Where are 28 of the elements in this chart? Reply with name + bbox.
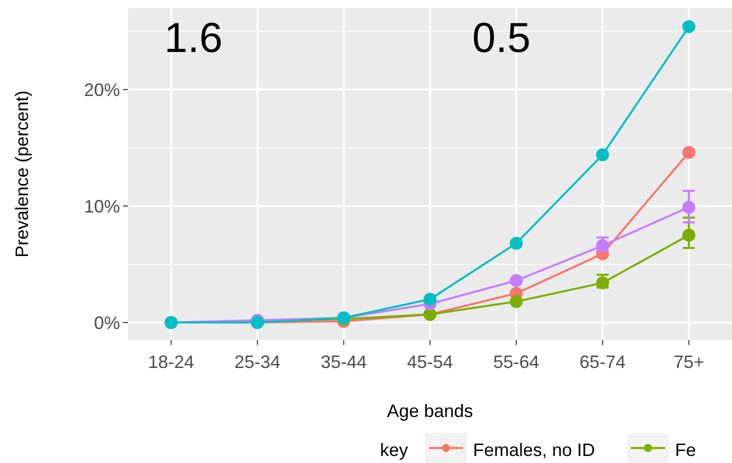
point: [510, 274, 523, 288]
point: [682, 228, 696, 242]
point: [424, 292, 436, 306]
x-tick-label: 65-74: [580, 352, 626, 372]
x-tick-label: 55-64: [493, 352, 540, 372]
x-tick-label: 25-34: [234, 352, 280, 372]
point: [682, 146, 696, 159]
point: [510, 236, 523, 250]
point: [682, 20, 696, 34]
legend-label: Fe: [675, 440, 696, 460]
point: [596, 276, 610, 290]
y-axis-title: Prevalence (percent): [12, 90, 32, 258]
point: [510, 295, 523, 308]
x-tick-label: 45-54: [406, 352, 454, 372]
annotation: 0.5: [472, 14, 531, 61]
y-tick-label: 0%: [94, 312, 120, 333]
x-axis-title: Age bands: [386, 401, 474, 421]
point: [682, 200, 696, 214]
y-tick-label: 10%: [84, 196, 120, 216]
y-tick-label: 20%: [84, 80, 120, 100]
point: [596, 239, 610, 252]
point: [596, 148, 610, 162]
legend-title: key: [380, 440, 408, 460]
legend-label: Females, no ID: [473, 440, 596, 460]
x-tick-label: 75+: [674, 352, 704, 372]
annotation: 1.6: [164, 14, 223, 61]
x-tick-label: 35-44: [320, 352, 367, 372]
x-tick-label: 18-24: [148, 352, 194, 372]
